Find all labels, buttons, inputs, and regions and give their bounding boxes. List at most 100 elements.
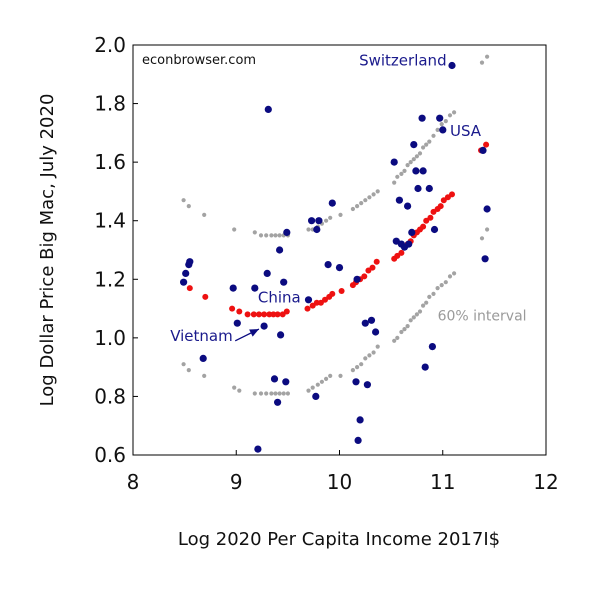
interval-upper-point xyxy=(402,168,407,173)
interval-lower-point xyxy=(402,327,407,332)
observed-point xyxy=(425,184,433,193)
interval-lower-point xyxy=(405,324,410,329)
fitted-point xyxy=(304,305,311,312)
interval-upper-point xyxy=(181,198,186,203)
observed-point xyxy=(260,322,268,330)
observed-point xyxy=(229,284,237,292)
y-axis-title: Log Dollar Price Big Mac, July 2020 xyxy=(37,94,58,407)
interval-upper-point xyxy=(363,198,368,203)
observed-point xyxy=(280,278,288,286)
interval-upper-point xyxy=(359,201,364,206)
interval-lower-point xyxy=(310,385,315,390)
y-tick-label: 1.2 xyxy=(94,267,126,291)
observed-point xyxy=(436,114,444,122)
fitted-point xyxy=(250,311,257,318)
x-axis-ticks: 8 9 10 11 12 xyxy=(127,450,559,494)
interval-upper-point xyxy=(371,192,376,197)
observed-point xyxy=(354,436,362,444)
observed-point xyxy=(418,114,426,122)
country-annotation: Vietnam xyxy=(170,327,233,345)
observed-point xyxy=(419,167,427,175)
observed-point xyxy=(335,264,344,272)
interval-lower-point xyxy=(421,303,426,308)
observed-point xyxy=(412,167,420,175)
interval-upper-point xyxy=(258,233,264,238)
interval-lower-point xyxy=(252,391,257,396)
interval-lower-point xyxy=(452,271,457,276)
observed-point xyxy=(263,269,271,277)
x-tick-label: 10 xyxy=(327,470,352,494)
observed-point xyxy=(308,217,316,225)
interval-lower-point xyxy=(375,344,380,349)
fitted-point xyxy=(313,299,320,306)
interval-lower-point xyxy=(186,368,191,373)
interval-lower-point xyxy=(417,309,423,314)
interval-lower-point xyxy=(315,382,320,387)
interval-upper-point xyxy=(202,212,207,217)
observed-point xyxy=(233,319,241,327)
fitted-point xyxy=(483,141,490,148)
interval-lower-point xyxy=(435,286,440,291)
fitted-point xyxy=(322,296,328,303)
x-tick-label: 8 xyxy=(127,470,140,494)
observed-point xyxy=(439,126,447,134)
interval-upper-point xyxy=(232,227,237,232)
interval-upper-point xyxy=(479,60,485,65)
observed-point xyxy=(264,105,272,113)
interval-upper-point xyxy=(417,151,423,156)
interval-lower-point xyxy=(395,335,400,340)
interval-upper-point xyxy=(408,160,413,165)
interval-lower-point xyxy=(431,291,436,296)
observed-point xyxy=(428,343,436,351)
interval-lower-point xyxy=(232,385,237,390)
interval-upper-point xyxy=(350,206,355,212)
y-tick-label: 1.8 xyxy=(94,92,126,116)
interval-upper-point xyxy=(424,142,429,147)
interval-upper-point xyxy=(273,233,278,238)
interval-upper-point xyxy=(447,113,453,118)
interval-upper-point xyxy=(414,154,419,159)
observed-point xyxy=(395,196,403,204)
observed-point xyxy=(367,316,376,324)
observed-point xyxy=(353,275,361,283)
interval-lower-point xyxy=(285,391,290,396)
observed-point xyxy=(361,319,369,327)
observed-point xyxy=(180,278,188,286)
observed-point xyxy=(352,378,360,386)
fitted-point xyxy=(261,311,268,318)
interval-lower-point xyxy=(371,350,376,355)
observed-point xyxy=(356,416,364,424)
fitted-point xyxy=(329,290,336,297)
interval-upper-point xyxy=(427,139,432,144)
observed-point xyxy=(251,284,259,292)
fitted-point xyxy=(244,311,251,318)
observed-point xyxy=(328,199,336,207)
interval-lower-point xyxy=(479,236,485,241)
y-axis-ticks: 0.6 0.8 1.0 1.2 1.4 1.6 1.8 2.0 xyxy=(94,33,138,467)
fitted-point xyxy=(361,273,368,280)
observed-point xyxy=(283,228,291,236)
interval-upper-point xyxy=(367,195,372,200)
interval-upper-point xyxy=(411,157,416,162)
observed-point xyxy=(404,202,412,210)
interval-upper-point xyxy=(431,133,436,138)
interval-upper-point xyxy=(355,204,360,209)
fitted-point xyxy=(266,311,273,318)
country-annotation: USA xyxy=(450,122,482,140)
interval-upper-point xyxy=(439,122,444,127)
fitted-point xyxy=(394,252,401,259)
interval-lower-point xyxy=(411,315,416,320)
observed-point xyxy=(479,146,487,154)
observed-point xyxy=(277,331,285,339)
interval-lower-point xyxy=(408,318,413,323)
interval-layer xyxy=(181,54,490,396)
x-tick-label: 9 xyxy=(230,470,243,494)
interval-upper-point xyxy=(395,174,400,179)
interval-upper-point xyxy=(269,233,274,238)
annotation-layer: Switzerland USA China Vietnam 60% interval xyxy=(170,52,526,345)
interval-lower-point xyxy=(447,274,453,279)
observed-point xyxy=(410,141,418,149)
observed-point xyxy=(313,225,321,234)
country-annotation: Switzerland xyxy=(359,52,447,70)
observed-point xyxy=(186,258,194,266)
